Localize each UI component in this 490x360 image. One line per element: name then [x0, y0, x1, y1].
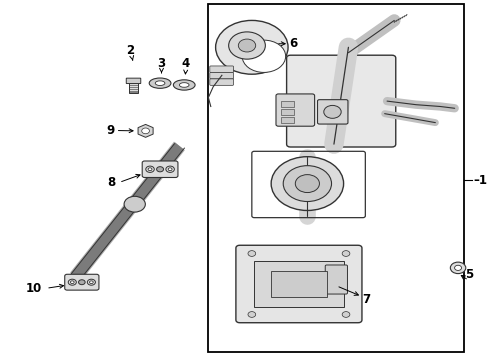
FancyBboxPatch shape	[210, 72, 233, 79]
FancyBboxPatch shape	[65, 274, 99, 290]
FancyBboxPatch shape	[287, 55, 396, 147]
Text: 9: 9	[107, 124, 115, 137]
Text: 2: 2	[126, 44, 134, 57]
Circle shape	[148, 168, 152, 171]
Circle shape	[216, 21, 288, 74]
Circle shape	[455, 265, 462, 270]
Circle shape	[87, 279, 96, 285]
FancyBboxPatch shape	[281, 102, 294, 107]
Circle shape	[157, 167, 164, 172]
FancyBboxPatch shape	[281, 109, 294, 115]
Circle shape	[324, 105, 341, 118]
Circle shape	[229, 32, 266, 59]
Text: –1: –1	[473, 174, 487, 186]
Circle shape	[248, 251, 256, 256]
Ellipse shape	[173, 80, 195, 90]
FancyBboxPatch shape	[142, 161, 178, 177]
Circle shape	[242, 40, 286, 72]
FancyBboxPatch shape	[318, 100, 348, 124]
Text: 7: 7	[362, 293, 370, 306]
FancyBboxPatch shape	[126, 78, 141, 84]
Circle shape	[342, 251, 350, 256]
Circle shape	[238, 39, 256, 52]
Circle shape	[168, 168, 172, 171]
Circle shape	[283, 166, 332, 202]
Text: 10: 10	[25, 282, 42, 295]
Circle shape	[71, 281, 74, 284]
FancyBboxPatch shape	[271, 271, 327, 297]
FancyBboxPatch shape	[281, 117, 294, 123]
Circle shape	[450, 262, 466, 274]
Ellipse shape	[155, 81, 165, 85]
FancyBboxPatch shape	[210, 79, 233, 85]
Text: 4: 4	[181, 57, 189, 69]
Circle shape	[68, 279, 76, 285]
FancyBboxPatch shape	[276, 94, 315, 126]
FancyBboxPatch shape	[129, 83, 138, 94]
Bar	[208, 4, 465, 352]
Text: 8: 8	[108, 176, 116, 189]
Ellipse shape	[149, 78, 171, 88]
Text: 3: 3	[157, 57, 165, 69]
Circle shape	[248, 312, 256, 318]
Circle shape	[142, 128, 149, 134]
FancyBboxPatch shape	[325, 265, 347, 294]
Circle shape	[90, 281, 93, 284]
Ellipse shape	[179, 83, 189, 87]
FancyBboxPatch shape	[236, 245, 362, 323]
Circle shape	[271, 157, 343, 211]
Text: 6: 6	[290, 37, 298, 50]
FancyBboxPatch shape	[254, 261, 343, 307]
Text: 5: 5	[465, 268, 473, 281]
Circle shape	[166, 166, 174, 172]
Circle shape	[78, 280, 85, 285]
Circle shape	[295, 175, 319, 193]
Circle shape	[146, 166, 154, 172]
Circle shape	[342, 312, 350, 318]
Circle shape	[124, 196, 146, 212]
FancyBboxPatch shape	[210, 66, 233, 72]
